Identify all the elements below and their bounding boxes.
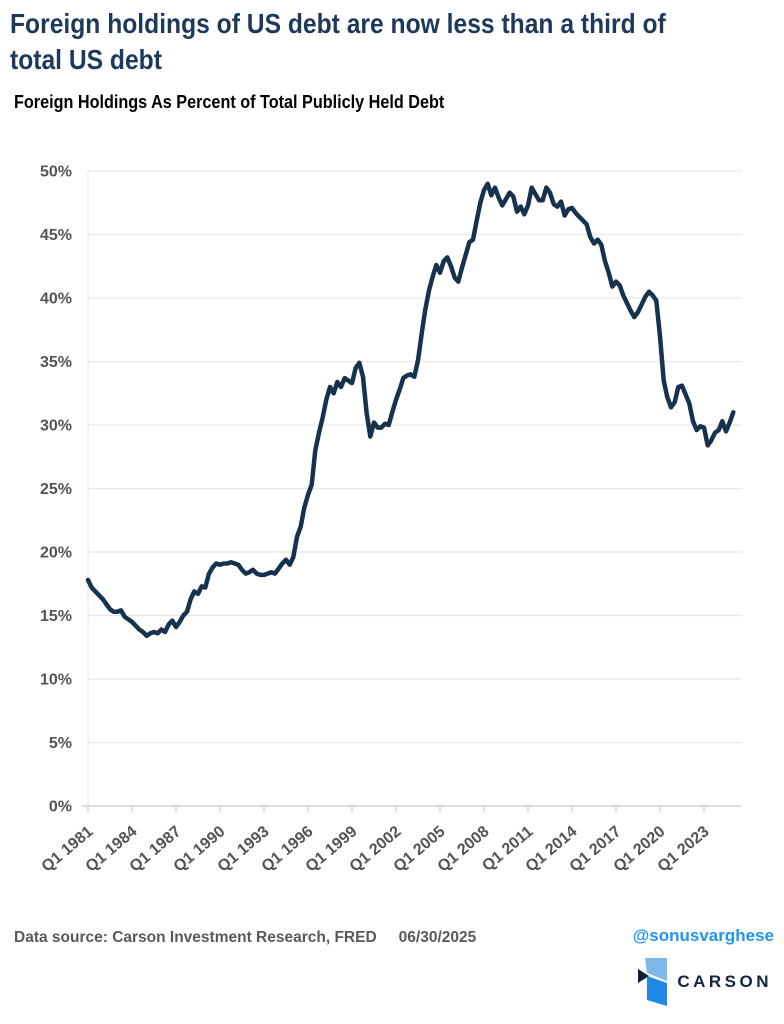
y-tick-label: 45% — [40, 227, 72, 244]
y-tick-label: 35% — [40, 354, 72, 371]
data-source-note: Data source: Carson Investment Research,… — [14, 929, 476, 947]
chart-subtitle: Foreign Holdings As Percent of Total Pub… — [14, 92, 445, 112]
y-tick-label: 15% — [40, 608, 72, 625]
y-tick-label: 10% — [40, 672, 72, 689]
carson-logo-icon — [638, 958, 668, 1006]
y-tick-label: 5% — [49, 735, 72, 752]
data-source-date: 06/30/2025 — [398, 929, 477, 946]
trend-line — [85, 181, 736, 639]
page-title: Foreign holdings of US debt are now less… — [10, 6, 666, 78]
logo-arrow-facet — [638, 969, 650, 983]
y-tick-label: 40% — [40, 291, 72, 308]
page-title-line-1: Foreign holdings of US debt are now less… — [10, 8, 666, 39]
brand-name: CARSON — [677, 972, 772, 991]
chart: 0% 5% 10% 15% 20% 25% 30% 35% 40% 45% 50% Q1 1981 Q1… — [0, 140, 784, 910]
page-title-line-2: total US debt — [10, 44, 162, 75]
logo-upper-facet — [645, 958, 668, 981]
line-chart-svg: 0%5%10%15%20%25%30%35%40%45%50%Q1 1981Q1… — [39, 164, 742, 876]
y-tick-label: 30% — [40, 418, 72, 435]
carson-logo: CARSON — [634, 956, 772, 1008]
logo-lower-facet — [647, 976, 668, 1006]
author-handle-link[interactable]: @sonusvarghese — [632, 926, 774, 945]
y-tick-label: 0% — [49, 799, 72, 816]
y-tick-label: 20% — [40, 545, 72, 562]
y-tick-label: 25% — [40, 481, 72, 498]
y-tick-label: 50% — [40, 164, 72, 181]
data-source-text: Data source: Carson Investment Research,… — [14, 929, 377, 946]
